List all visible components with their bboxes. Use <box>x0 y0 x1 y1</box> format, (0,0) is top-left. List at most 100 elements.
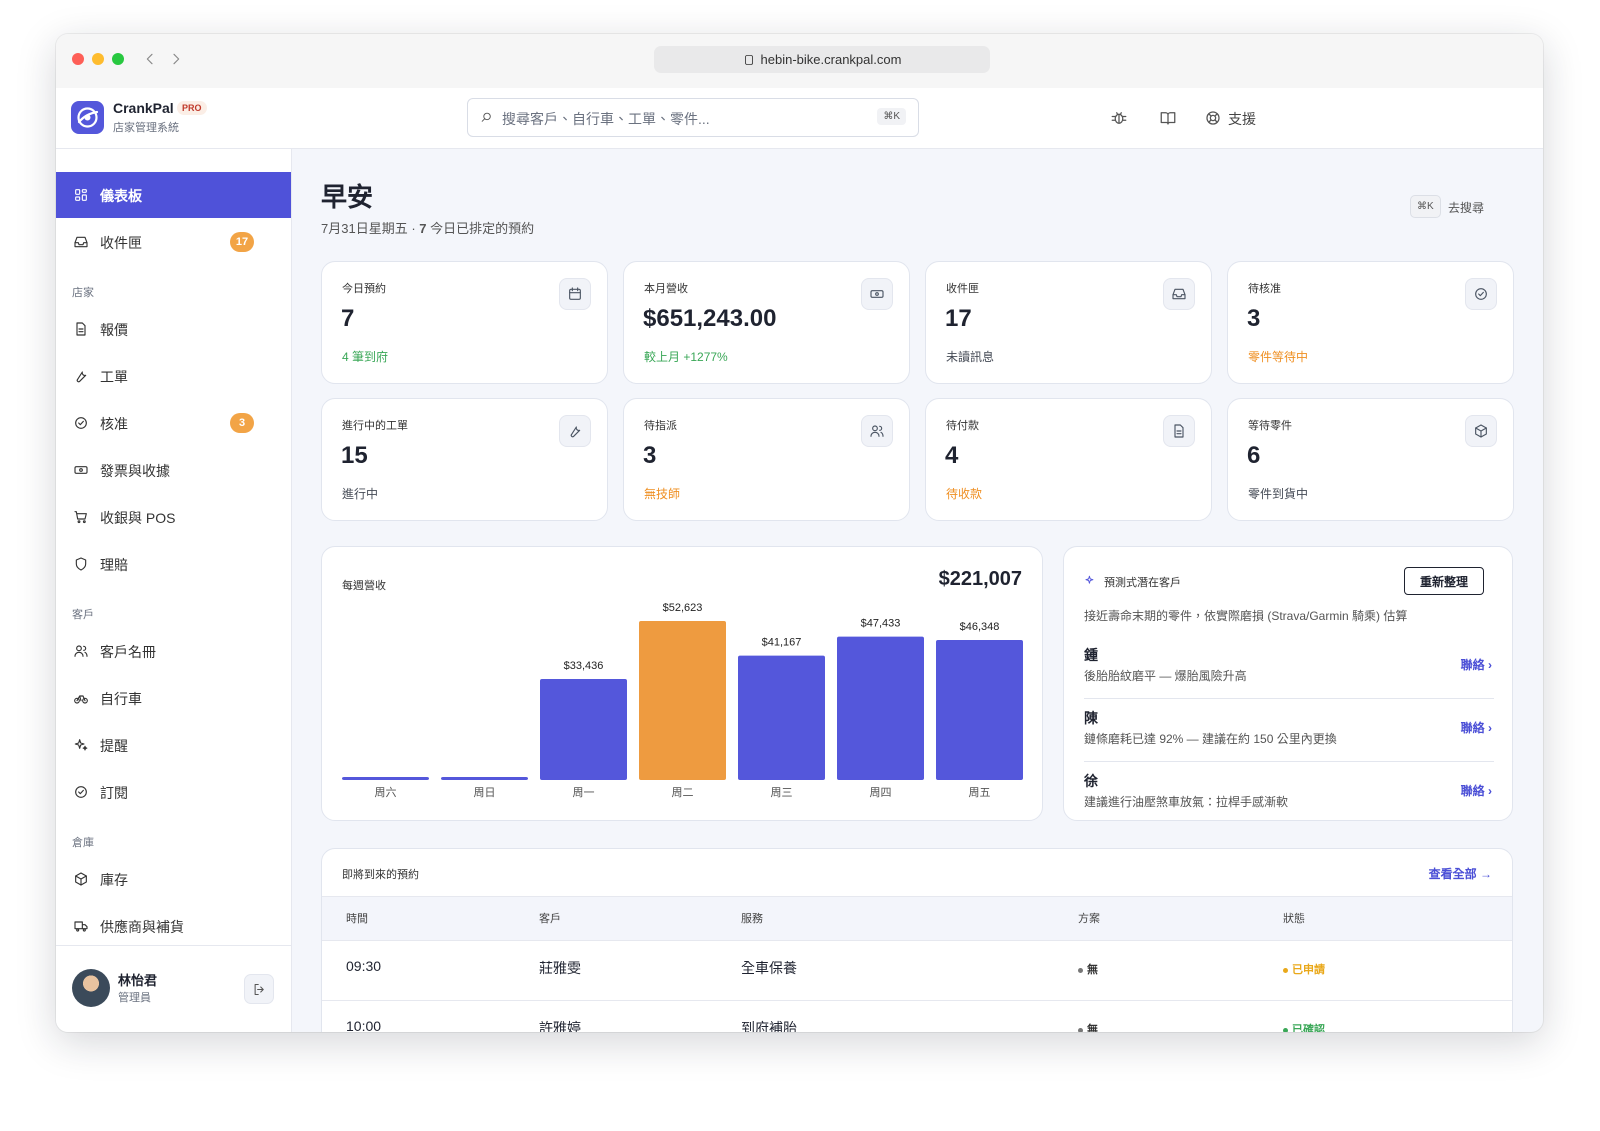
icon <box>75 189 87 201</box>
stat-note: 零件等待中 <box>1248 350 1309 364</box>
icon-part <box>481 118 486 122</box>
icon-part <box>1172 288 1186 300</box>
search-box[interactable]: 搜尋客戶、自行車、工單、零件... ⌘K <box>467 98 919 137</box>
icon <box>76 371 87 383</box>
icon-part <box>74 466 88 474</box>
contact-link[interactable]: 聯絡 › <box>1460 658 1492 672</box>
stat-card: 今日預約 7 4 筆到府 <box>321 261 608 384</box>
nav-label: 提醒 <box>100 738 128 754</box>
nav-label: 發票與收據 <box>100 463 170 479</box>
nav-item[interactable]: 供應商與補貨 <box>56 903 291 949</box>
brand-badge: PRO <box>177 101 207 115</box>
weekly-revenue-panel: 每週營收 $221,007 周六 周日 $33,436 周一 $52,623 周二 $41,… <box>321 546 1043 821</box>
nav-item[interactable]: 訂閱 <box>56 769 291 815</box>
icon <box>75 557 87 571</box>
contact-link[interactable]: 聯絡 › <box>1460 721 1492 735</box>
browser-window: hebin-bike.crankpal.com CrankPal PRO 店家管… <box>56 34 1543 1032</box>
stat-icon <box>1163 278 1195 310</box>
icon-part <box>1085 575 1094 584</box>
nav-label: 訂閱 <box>100 785 128 801</box>
nav-badge: 3 <box>230 413 254 433</box>
nav-item[interactable]: 自行車 <box>56 675 291 721</box>
plan-cell: 無 <box>1087 964 1098 976</box>
stat-card: 待付款 4 待收款 <box>925 398 1212 521</box>
bar <box>936 639 1023 780</box>
nav-item[interactable]: 理賠 <box>56 541 291 587</box>
icon <box>74 921 88 932</box>
support-link[interactable]: 支援 <box>1228 111 1256 127</box>
icon <box>1475 288 1487 300</box>
x-tick-label: 周六 <box>375 786 397 799</box>
icon-part <box>875 292 879 296</box>
table-cell: 莊雅雯 <box>539 960 581 976</box>
lead-name: 鍾 <box>1084 647 1098 663</box>
stat-value: 4 <box>945 442 959 469</box>
icon-part <box>74 236 88 248</box>
nav-label: 自行車 <box>100 691 142 707</box>
icon <box>570 426 581 438</box>
url-bar[interactable]: hebin-bike.crankpal.com <box>654 46 990 73</box>
bar <box>441 777 528 780</box>
stat-note: 4 筆到府 <box>342 350 389 364</box>
nav-section-title: 倉庫 <box>72 837 94 849</box>
bar <box>738 655 825 780</box>
icon-part <box>79 468 83 472</box>
icon <box>74 695 88 704</box>
bar-chart: 周六 周日 $33,436 周一 $52,623 周二 $41,167 周三 $47,433 周四… <box>342 602 1023 799</box>
nav-item[interactable]: 提醒 <box>56 722 291 768</box>
nav-item[interactable]: 發票與收據 <box>56 447 291 493</box>
logout-button[interactable] <box>244 974 274 1004</box>
refresh-button[interactable]: 重新整理 <box>1404 567 1484 595</box>
x-tick-label: 周一 <box>573 786 595 799</box>
icon-part <box>78 420 84 426</box>
table-header <box>322 896 1512 941</box>
nav-item[interactable]: 核准 3 <box>56 400 291 446</box>
icon <box>870 425 884 437</box>
nav-item[interactable]: 收件匣 17 <box>56 219 291 265</box>
user-role: 管理員 <box>118 992 151 1004</box>
nav-item[interactable]: 收銀與 POS <box>56 494 291 540</box>
search-hint[interactable]: 去搜尋 <box>1448 201 1485 215</box>
zoom-button[interactable] <box>112 53 124 65</box>
icon <box>1174 424 1184 438</box>
leads-description: 接近壽命末期的零件，依實際磨損 (Strava/Garmin 騎乘) 估算 <box>1084 609 1408 623</box>
nav-item[interactable]: 庫存 <box>56 856 291 902</box>
nav-item[interactable]: 客戶名冊 <box>56 628 291 674</box>
icon-part <box>77 107 98 128</box>
stat-icon <box>1465 278 1497 310</box>
stat-icon <box>559 415 591 447</box>
contact-link[interactable]: 聯絡 › <box>1460 784 1492 798</box>
view-all-link[interactable]: 查看全部 → <box>1428 867 1492 881</box>
icon-part <box>146 53 153 65</box>
support-icon <box>1206 111 1220 125</box>
icon-part <box>1160 112 1176 125</box>
nav-label: 理賠 <box>100 557 128 573</box>
icon-part <box>74 651 84 657</box>
status-dot <box>1283 1028 1288 1032</box>
bug-report-button[interactable] <box>1110 109 1128 127</box>
close-button[interactable] <box>72 53 84 65</box>
stat-value: 15 <box>341 442 368 469</box>
nav-item[interactable]: 儀表板 <box>56 172 291 218</box>
nav-item[interactable]: 工單 <box>56 353 291 399</box>
nav-item[interactable]: 報價 <box>56 306 291 352</box>
icon <box>75 872 87 886</box>
back-button[interactable] <box>142 51 158 67</box>
lead-text: 鏈條磨耗已達 92% — 建議在約 150 公里內更換 <box>1084 732 1337 746</box>
icon-part <box>76 928 80 932</box>
icon-part <box>1209 114 1217 122</box>
search-shortcut-chip[interactable]: ⌘K <box>1410 195 1441 218</box>
icon <box>74 739 88 751</box>
chart-total: $221,007 <box>938 568 1022 590</box>
icon <box>74 645 88 657</box>
row-divider <box>322 1000 1512 1001</box>
leads-panel: 預測式潛在客戶 重新整理 接近壽命末期的零件，依實際磨損 (Strava/Gar… <box>1063 546 1513 821</box>
appointment-text: 今日已排定的預約 <box>430 221 535 236</box>
status-cell: 已確認 <box>1292 1024 1325 1032</box>
minimize-button[interactable] <box>92 53 104 65</box>
docs-button[interactable] <box>1159 109 1177 127</box>
bar-value-label: $33,436 <box>564 660 604 672</box>
table-cell: 許雅婷 <box>539 1020 581 1032</box>
search-icon <box>481 112 491 122</box>
forward-button[interactable] <box>168 51 184 67</box>
